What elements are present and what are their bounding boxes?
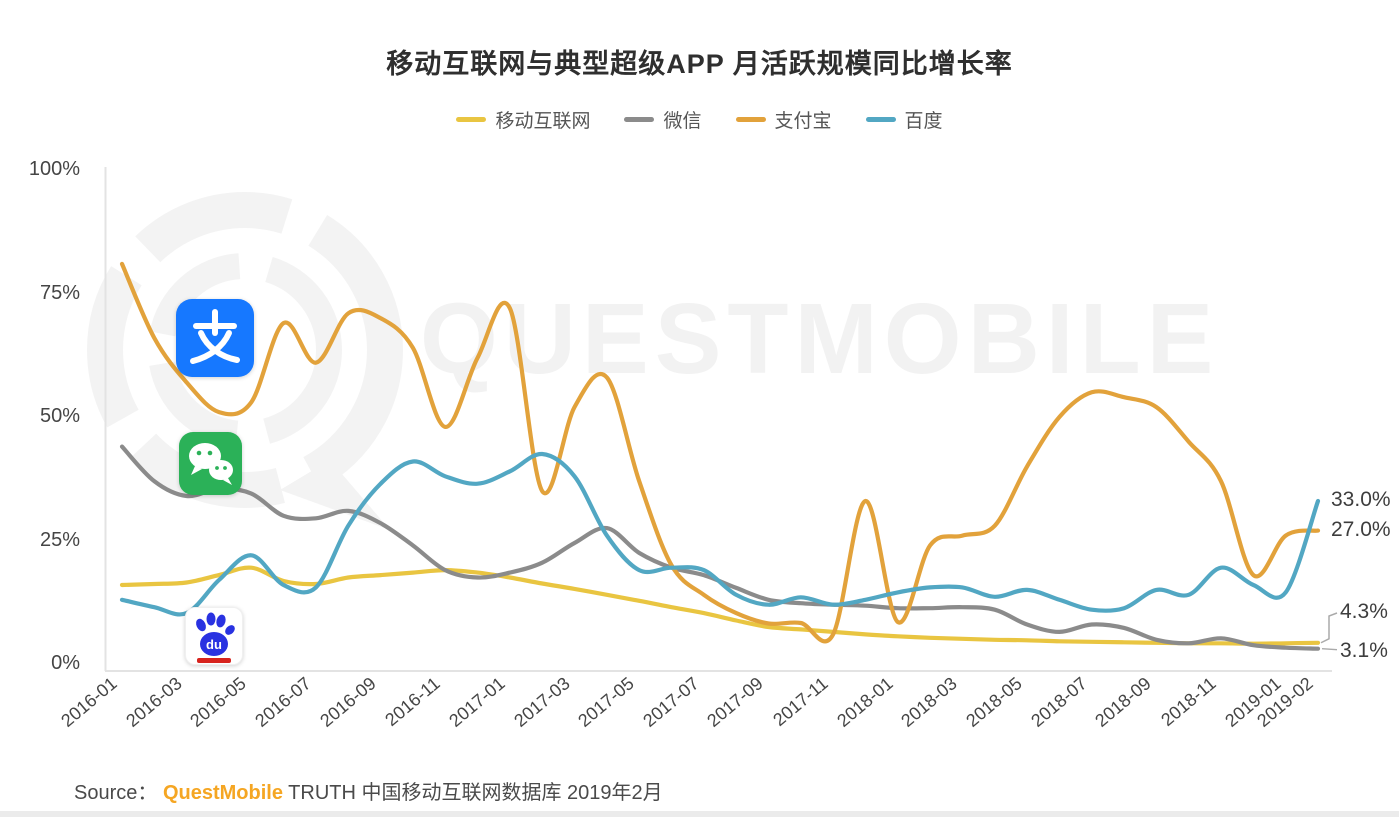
chart-legend: 移动互联网 微信 支付宝 百度 <box>0 106 1399 133</box>
legend-dash-baidu <box>865 117 896 122</box>
legend-label-alipay: 支付宝 <box>774 111 832 132</box>
chart-title: 移动互联网与典型超级APP 月活跃规模同比增长率 <box>386 49 1013 79</box>
legend-label-baidu: 百度 <box>904 111 943 132</box>
legend-item-wechat: 微信 <box>624 106 702 133</box>
source-brand: QuestMobile <box>162 782 283 804</box>
source-rest: TRUTH 中国移动互联网数据库 2019年2月 <box>288 782 663 804</box>
legend-dash-alipay <box>735 117 766 122</box>
y-tick-100%: 100% <box>28 158 80 180</box>
series-line-alipay <box>119 261 1321 644</box>
baidu-du-text: du <box>206 637 222 652</box>
end-label-33.0%: 33.0% <box>1331 487 1391 511</box>
y-tick-25%: 25% <box>39 528 80 551</box>
legend-label-mobile-internet: 移动互联网 <box>495 111 591 132</box>
questmobile-text-watermark: QUESTMOBILE <box>420 283 1220 395</box>
end-label-3.1%: 3.1% <box>1340 639 1388 662</box>
wechat-icon <box>179 432 242 495</box>
alipay-icon <box>176 299 254 377</box>
legend-label-wechat: 微信 <box>663 111 702 132</box>
end-label-4.3%: 4.3% <box>1340 600 1388 623</box>
callout-line-mobile-internet <box>1320 612 1338 644</box>
source-line: Source： QuestMobile TRUTH 中国移动互联网数据库 201… <box>74 776 663 805</box>
legend-item-alipay: 支付宝 <box>735 106 832 133</box>
y-tick-50%: 50% <box>39 405 80 427</box>
y-tick-0%: 0% <box>51 652 80 674</box>
source-prefix: Source： <box>74 782 158 804</box>
y-tick-75%: 75% <box>39 281 80 304</box>
bottom-divider <box>0 811 1399 817</box>
legend-item-baidu: 百度 <box>865 106 943 133</box>
series-line-baidu <box>119 451 1321 617</box>
legend-dash-wechat <box>624 117 655 122</box>
callout-line-wechat <box>1321 647 1338 651</box>
baidu-icon: du <box>185 607 243 665</box>
legend-item-mobile-internet: 移动互联网 <box>456 106 590 133</box>
end-label-27.0%: 27.0% <box>1331 517 1391 541</box>
legend-dash-mobile-internet <box>456 117 487 122</box>
